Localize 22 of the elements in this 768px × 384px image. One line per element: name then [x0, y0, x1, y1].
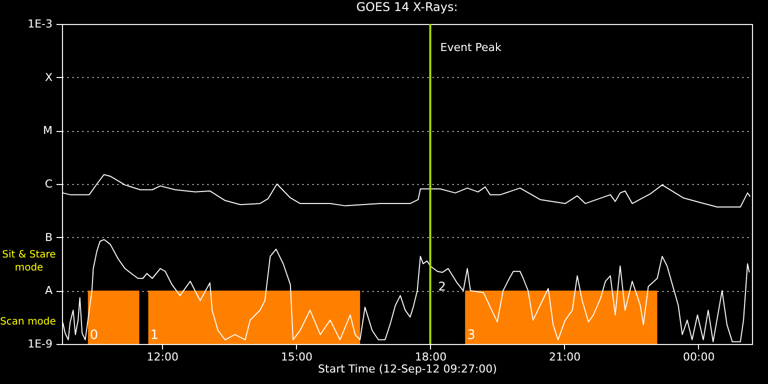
- y-tick-label: A: [44, 284, 53, 298]
- y-tick-label: X: [44, 70, 53, 84]
- x-tick-label: 00:00: [683, 350, 715, 364]
- chart-title: GOES 14 X-Rays:: [356, 0, 458, 14]
- text: Scan mode: [0, 316, 56, 328]
- text: Sit & Stare mode: [2, 249, 56, 274]
- band-label: 1: [150, 328, 159, 343]
- y-tick-label: 1E-3: [28, 18, 52, 30]
- line-series: [62, 239, 750, 342]
- x-tick-label: 15:00: [280, 350, 313, 364]
- band-label: 3: [467, 328, 476, 343]
- y-tick-label: C: [44, 178, 53, 190]
- ref-line-label: Event Peak: [440, 41, 502, 54]
- band-label: 0: [90, 328, 98, 343]
- annotation: 2: [438, 279, 446, 294]
- x-tick-label: 18:00: [414, 350, 447, 364]
- x-tick-label: 21:00: [548, 350, 581, 364]
- y-tick-label: M: [43, 124, 52, 138]
- y-tick-label: B: [44, 230, 52, 244]
- x-axis-title: Start Time (12-Sep-12 09:27:00): [318, 362, 497, 376]
- x-tick-label: 12:00: [146, 350, 178, 364]
- y-tick-label: 1E-9: [28, 338, 52, 350]
